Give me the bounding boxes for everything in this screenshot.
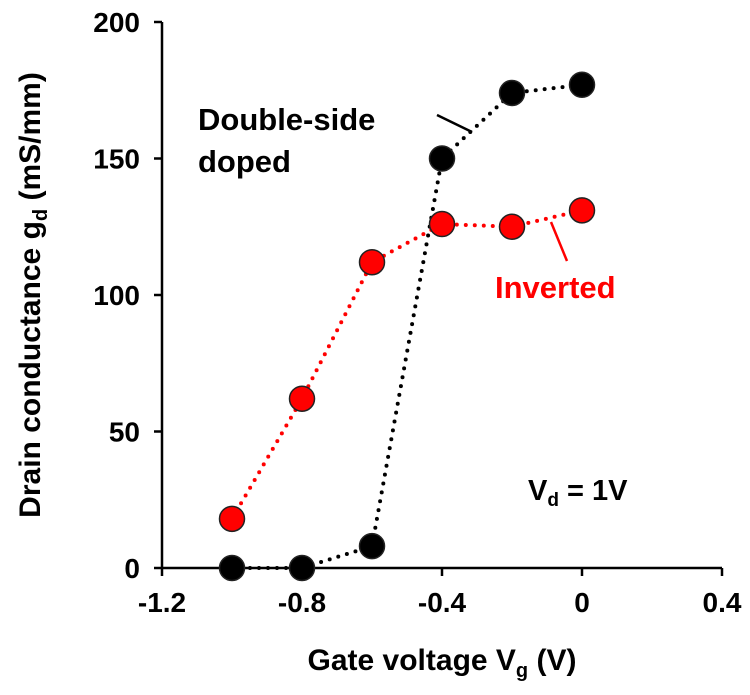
data-point-1-2 — [358, 248, 386, 276]
data-point-0-5 — [568, 71, 596, 99]
double-side-leader-line — [436, 113, 473, 134]
data-point-1-3 — [428, 210, 456, 238]
vd-annotation: Vd = 1V — [528, 475, 628, 511]
data-point-0-2 — [358, 532, 386, 560]
y-tick-label: 150 — [93, 144, 140, 175]
x-axis-label: Gate voltage Vg (V) — [308, 644, 577, 682]
y-tick-label: 100 — [93, 280, 140, 311]
series-layer — [218, 71, 596, 582]
data-point-0-1 — [288, 554, 316, 582]
data-point-1-5 — [568, 197, 596, 224]
data-point-0-3 — [428, 145, 456, 172]
data-point-1-0 — [218, 505, 246, 533]
series-label-doped: doped — [198, 144, 291, 179]
series-line-0 — [230, 82, 584, 570]
x-tick-label: -0.8 — [278, 587, 326, 618]
y-tick-label: 0 — [124, 553, 140, 584]
y-axis-label: Drain conductance gd (mS/mm) — [14, 72, 52, 518]
data-point-1-1 — [288, 385, 316, 412]
series-label-inverted: Inverted — [495, 270, 616, 305]
axes: 0 50 100 150 200 -1.2 -0.8 -0.4 0 0.4 — [93, 7, 742, 618]
series-line-1 — [230, 208, 584, 521]
data-point-1-4 — [498, 213, 526, 240]
x-tick-label: -1.2 — [138, 587, 186, 618]
x-tick-label: 0.4 — [703, 587, 742, 618]
y-tick-label: 50 — [109, 417, 140, 448]
data-point-0-4 — [498, 79, 526, 107]
x-tick-label: 0 — [574, 587, 590, 618]
data-point-0-0 — [218, 554, 246, 582]
y-tick-label: 200 — [93, 7, 140, 38]
series-label-double-side: Double-side — [198, 102, 375, 137]
x-tick-label: -0.4 — [418, 587, 467, 618]
inverted-leader-line — [549, 221, 569, 262]
